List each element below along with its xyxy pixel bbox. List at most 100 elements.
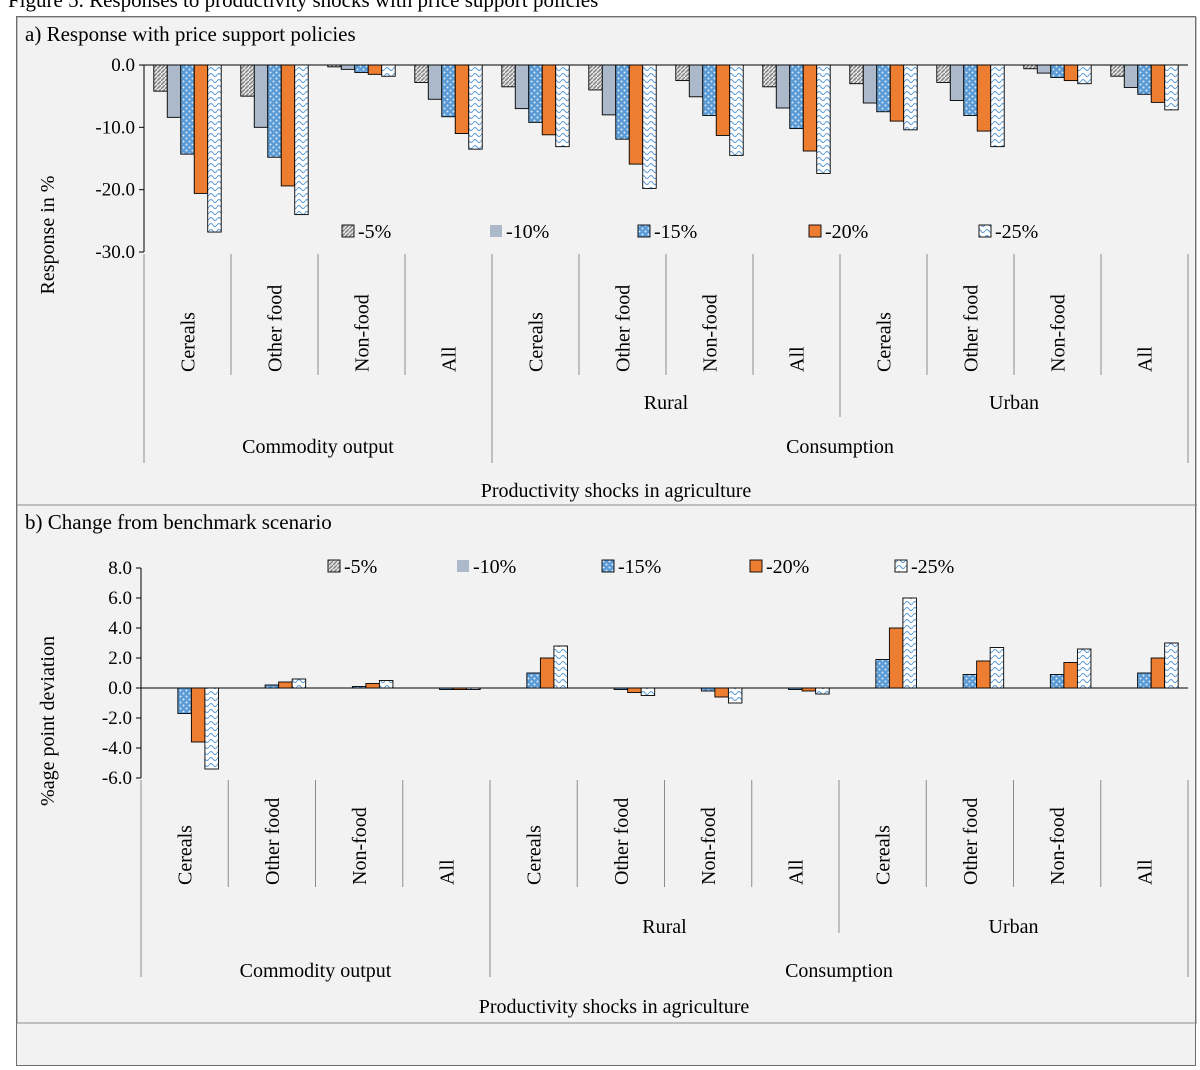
- bar-minus-20: [801, 687, 817, 692]
- bar-minus-15: [613, 687, 629, 690]
- bar-minus-15: [875, 659, 890, 689]
- x-category-label: Other food: [613, 285, 635, 372]
- x-subgroup-label: Urban: [989, 392, 1039, 414]
- y-tick-label: 4.0: [108, 618, 132, 639]
- bar-minus-5: [936, 64, 951, 83]
- panel-b-axes: 8.0 6.0 4.0 2.0 0.0 -2.0 -4.0 -6.0: [102, 558, 1188, 789]
- bar-minus-25: [990, 64, 1005, 148]
- bar-minus-25: [902, 597, 917, 689]
- panel-b-title: b) Change from benchmark scenario: [25, 510, 332, 534]
- bar-minus-15: [264, 684, 280, 689]
- bar-minus-20: [976, 64, 992, 132]
- bar-minus-10: [862, 64, 878, 104]
- bar-minus-5: [762, 64, 777, 88]
- bar-minus-25: [468, 64, 483, 150]
- x-category-label: All: [1135, 346, 1157, 372]
- bar-minus-25: [294, 64, 309, 216]
- bar-minus-5: [327, 64, 342, 68]
- bar-minus-20: [889, 64, 905, 122]
- x-category-label: Other food: [262, 798, 284, 885]
- bar-minus-15: [1137, 672, 1152, 689]
- legend-swatch-minus-25: [978, 224, 992, 238]
- bar-minus-20: [714, 687, 729, 698]
- bar-minus-25: [553, 645, 568, 689]
- x-category-label: Non-food: [1048, 294, 1070, 372]
- bar-minus-25: [378, 680, 394, 689]
- bar-minus-25: [903, 64, 918, 131]
- x-category-label: Cereals: [873, 825, 895, 885]
- bar-minus-25: [1076, 648, 1092, 689]
- y-tick-label: -20.0: [95, 180, 135, 201]
- bar-minus-15: [441, 64, 456, 118]
- bar-minus-5: [501, 64, 516, 88]
- y-tick-label: -4.0: [102, 738, 132, 759]
- legend-swatch-minus-15: [637, 224, 651, 238]
- y-tick-label: -2.0: [102, 708, 132, 729]
- bar-minus-15: [702, 64, 717, 116]
- panel-b-legend: -5% -10% -15% -20% -25%: [327, 556, 954, 578]
- y-tick-label: 2.0: [108, 648, 132, 669]
- bar-minus-20: [454, 64, 470, 135]
- legend-swatch-minus-5: [341, 224, 355, 238]
- figure-frame: a) Response with price support policies …: [16, 16, 1197, 1066]
- x-subgroup-label: Rural: [644, 392, 689, 414]
- x-category-label: Cereals: [178, 312, 200, 372]
- bar-minus-15: [876, 64, 891, 113]
- x-category-label: All: [1134, 859, 1156, 885]
- bar-minus-20: [280, 64, 296, 187]
- x-category-label: Non-food: [700, 294, 722, 372]
- bar-minus-25: [640, 687, 656, 696]
- bar-minus-15: [351, 686, 367, 689]
- bar-minus-25: [815, 687, 830, 695]
- legend-label-minus-10: -10%: [473, 556, 516, 578]
- bar-minus-10: [514, 64, 530, 110]
- panel-b: b) Change from benchmark scenario %age p…: [17, 504, 1197, 1024]
- y-tick-label: 0.0: [111, 55, 135, 76]
- bar-minus-10: [949, 64, 965, 101]
- legend-swatch-minus-20: [749, 559, 763, 573]
- x-group-label: Consumption: [785, 960, 893, 982]
- x-category-label: All: [439, 346, 461, 372]
- bar-minus-20: [452, 687, 468, 690]
- bar-minus-5: [675, 64, 690, 82]
- bar-minus-5: [240, 64, 255, 97]
- y-tick-label: 6.0: [108, 588, 132, 609]
- bar-minus-20: [802, 64, 818, 152]
- legend-label-minus-5: -5%: [344, 556, 377, 578]
- bar-minus-10: [1036, 64, 1052, 74]
- y-tick-label: -6.0: [102, 768, 132, 789]
- bar-minus-10: [688, 64, 704, 98]
- bar-minus-15: [1049, 674, 1065, 689]
- legend-label-minus-25: -25%: [911, 556, 954, 578]
- bar-minus-20: [541, 64, 557, 136]
- legend-label-minus-25: -25%: [995, 221, 1038, 243]
- x-subgroup-label: Rural: [642, 916, 687, 938]
- x-group-label: Commodity output: [242, 436, 394, 458]
- x-category-label: Other food: [960, 798, 982, 885]
- bar-minus-5: [1023, 64, 1038, 70]
- bar-minus-25: [1164, 642, 1179, 689]
- x-category-label: Non-food: [1047, 807, 1069, 885]
- x-category-label: Non-food: [698, 807, 720, 885]
- bar-minus-25: [729, 64, 744, 156]
- bar-minus-15: [615, 64, 630, 140]
- bar-minus-25: [1077, 64, 1092, 85]
- bar-minus-20: [367, 64, 383, 75]
- bar-minus-25: [204, 687, 219, 770]
- bar-minus-20: [976, 660, 991, 689]
- bar-minus-20: [715, 64, 731, 136]
- bar-minus-5: [1110, 64, 1125, 77]
- bar-minus-10: [340, 64, 356, 70]
- bar-minus-15: [267, 64, 282, 158]
- figure-caption: Figure 5. Responses to productivity shoc…: [8, 0, 599, 12]
- bar-minus-20: [1150, 64, 1166, 103]
- y-tick-label: -30.0: [95, 242, 135, 263]
- bar-minus-15: [1050, 64, 1065, 78]
- panel-a: a) Response with price support policies …: [17, 17, 1197, 506]
- bar-minus-15: [788, 687, 803, 690]
- panel-a-axes: 0.0 -10.0 -20.0 -30.0: [95, 55, 1188, 263]
- panel-b-category-labels: Cereals Other food Non-food All Cereals Other…: [140, 780, 1189, 982]
- bar-minus-10: [775, 64, 791, 109]
- bar-minus-15: [700, 687, 716, 692]
- panel-b-y-axis-label: %age point deviation: [37, 636, 59, 806]
